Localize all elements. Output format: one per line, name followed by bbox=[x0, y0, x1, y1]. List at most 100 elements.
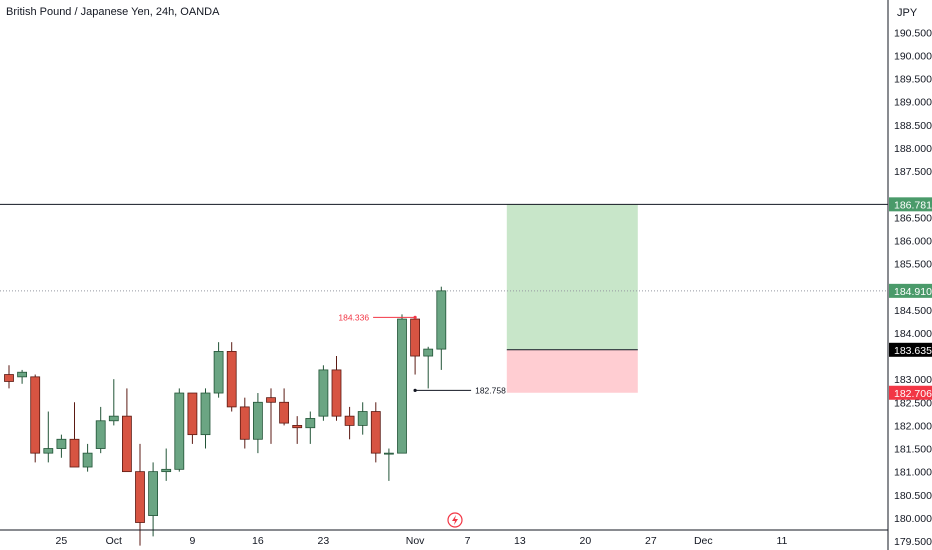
annotation-dot bbox=[413, 315, 417, 319]
candle-17 bbox=[226, 342, 237, 412]
candle-14 bbox=[187, 392, 198, 444]
tradingview-logo-icon bbox=[447, 512, 463, 528]
candle-body bbox=[213, 351, 224, 394]
price-tick-9: 184.500 bbox=[894, 305, 932, 317]
candle-body bbox=[344, 415, 355, 426]
badge-bg bbox=[889, 385, 932, 400]
candle-body bbox=[266, 397, 276, 403]
candle-30 bbox=[397, 314, 407, 454]
price-tick-10: 185.500 bbox=[894, 259, 932, 271]
profit-zone bbox=[506, 204, 638, 350]
price-tick-14: 188.000 bbox=[894, 143, 932, 155]
candle-body bbox=[122, 415, 132, 473]
candle-6 bbox=[82, 443, 93, 472]
price-tick-3: 181.000 bbox=[894, 467, 932, 479]
candle-body bbox=[318, 369, 329, 417]
candle-15 bbox=[200, 388, 211, 449]
candle-24 bbox=[318, 365, 329, 421]
price-tick-6: 182.500 bbox=[894, 397, 932, 409]
candle-body bbox=[226, 351, 237, 408]
currency-label[interactable]: JPY bbox=[897, 7, 918, 19]
badge-bg bbox=[889, 197, 932, 212]
candle-18 bbox=[239, 397, 250, 449]
price-tick-17: 189.500 bbox=[894, 74, 932, 86]
time-tick-4: 23 bbox=[318, 535, 330, 547]
candle-body bbox=[43, 448, 54, 454]
price-tick-11: 186.000 bbox=[894, 235, 932, 247]
time-tick-11: 11 bbox=[776, 535, 787, 547]
price-tick-16: 189.000 bbox=[894, 97, 932, 109]
time-tick-5: Nov bbox=[406, 535, 425, 547]
candle-9 bbox=[122, 388, 132, 473]
badge-bg bbox=[889, 283, 932, 298]
position-zones bbox=[506, 204, 638, 393]
candle-23 bbox=[305, 411, 316, 444]
time-tick-1: Oct bbox=[106, 535, 122, 547]
annotation-label: 182.758 bbox=[475, 385, 506, 395]
candle-4 bbox=[56, 434, 67, 458]
annotation-dot bbox=[413, 388, 417, 392]
candle-33 bbox=[436, 286, 447, 370]
candle-body bbox=[161, 468, 172, 473]
candle-body bbox=[370, 411, 381, 454]
candle-body bbox=[187, 392, 198, 436]
candle-body bbox=[30, 376, 41, 454]
loss-zone bbox=[506, 349, 638, 393]
price-badge-1: 184.910 bbox=[889, 283, 932, 298]
candle-3 bbox=[43, 411, 54, 463]
candle-21 bbox=[279, 388, 290, 426]
price-tick-2: 180.500 bbox=[894, 490, 932, 502]
candle-body bbox=[108, 415, 119, 422]
candle-body bbox=[148, 471, 159, 516]
price-tick-5: 182.000 bbox=[894, 420, 932, 432]
candle-7 bbox=[95, 406, 106, 454]
candle-body bbox=[305, 418, 316, 429]
price-tick-1: 180.000 bbox=[894, 513, 932, 525]
price-tick-7: 183.000 bbox=[894, 374, 932, 386]
candle-body bbox=[410, 318, 421, 357]
time-axis: 25 Oct 9 16 23 Nov 7 13 20 27 Dec 11 bbox=[0, 529, 888, 547]
candle-20 bbox=[266, 388, 276, 444]
annotations: 184.336 182.758 bbox=[338, 312, 506, 395]
price-tick-13: 187.500 bbox=[894, 166, 932, 178]
candle-8 bbox=[108, 379, 119, 426]
time-tick-3: 16 bbox=[252, 535, 264, 547]
candle-5 bbox=[69, 402, 80, 468]
time-tick-8: 20 bbox=[580, 535, 592, 547]
candle-28 bbox=[370, 402, 381, 463]
chart-title: British Pound / Japanese Yen, 24h, OANDA bbox=[6, 6, 220, 18]
price-lines bbox=[0, 203, 888, 292]
candle-body bbox=[436, 290, 447, 350]
badge-label: 186.781 bbox=[894, 199, 932, 211]
price-tick-19: 190.500 bbox=[894, 27, 932, 39]
candle-body bbox=[17, 371, 28, 378]
price-badges: 186.781 184.910 183.635 182.706 bbox=[889, 197, 932, 400]
candle-0 bbox=[4, 365, 14, 389]
price-tick-8: 184.000 bbox=[894, 328, 932, 340]
candle-body bbox=[383, 452, 394, 455]
candle-31 bbox=[410, 318, 421, 375]
candle-body bbox=[423, 348, 434, 357]
time-tick-9: 27 bbox=[645, 535, 657, 547]
price-tick-4: 181.500 bbox=[894, 444, 932, 456]
candle-body bbox=[82, 452, 93, 468]
time-tick-7: 13 bbox=[514, 535, 526, 547]
price-badge-2: 183.635 bbox=[889, 342, 932, 357]
annotation-1: 182.758 bbox=[413, 385, 506, 395]
badge-label: 184.910 bbox=[894, 286, 932, 298]
candle-body bbox=[279, 401, 290, 424]
candle-body bbox=[200, 392, 211, 436]
candle-body bbox=[135, 471, 145, 523]
candle-body bbox=[397, 318, 407, 454]
annotation-label: 184.336 bbox=[338, 312, 369, 322]
candle-29 bbox=[383, 448, 394, 481]
candle-1 bbox=[17, 369, 28, 384]
candle-10 bbox=[135, 443, 145, 546]
badge-label: 182.706 bbox=[894, 388, 932, 400]
candle-body bbox=[252, 401, 263, 440]
candle-body bbox=[331, 369, 342, 417]
candle-body bbox=[4, 374, 14, 382]
price-badge-3: 182.706 bbox=[889, 385, 932, 400]
